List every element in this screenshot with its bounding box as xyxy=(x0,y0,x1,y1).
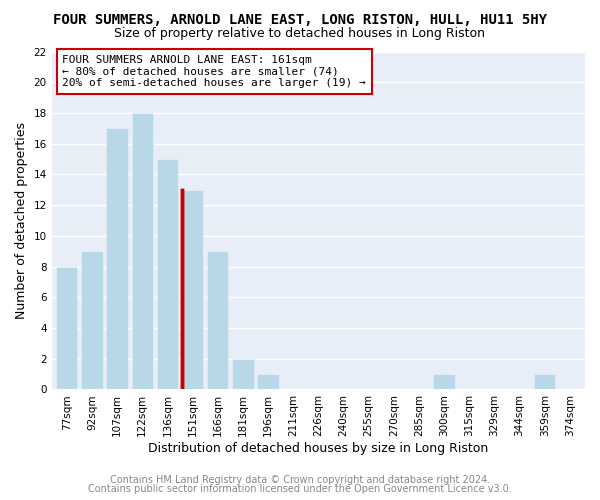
Bar xyxy=(257,374,279,390)
Bar xyxy=(534,374,556,390)
Bar xyxy=(56,266,77,390)
Text: Contains HM Land Registry data © Crown copyright and database right 2024.: Contains HM Land Registry data © Crown c… xyxy=(110,475,490,485)
Bar xyxy=(81,251,103,390)
Bar xyxy=(433,374,455,390)
Bar xyxy=(207,251,229,390)
Text: FOUR SUMMERS ARNOLD LANE EAST: 161sqm
← 80% of detached houses are smaller (74)
: FOUR SUMMERS ARNOLD LANE EAST: 161sqm ← … xyxy=(62,55,366,88)
X-axis label: Distribution of detached houses by size in Long Riston: Distribution of detached houses by size … xyxy=(148,442,488,455)
Text: Contains public sector information licensed under the Open Government Licence v3: Contains public sector information licen… xyxy=(88,484,512,494)
Bar xyxy=(131,113,153,390)
Bar xyxy=(106,128,128,390)
Bar xyxy=(232,358,254,390)
Text: FOUR SUMMERS, ARNOLD LANE EAST, LONG RISTON, HULL, HU11 5HY: FOUR SUMMERS, ARNOLD LANE EAST, LONG RIS… xyxy=(53,12,547,26)
Bar xyxy=(157,159,178,390)
Bar xyxy=(182,190,203,390)
Text: Size of property relative to detached houses in Long Riston: Size of property relative to detached ho… xyxy=(115,28,485,40)
Y-axis label: Number of detached properties: Number of detached properties xyxy=(15,122,28,319)
